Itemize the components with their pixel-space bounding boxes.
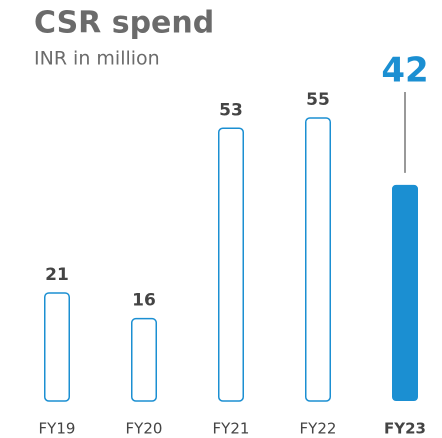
bar — [218, 127, 244, 402]
bar — [44, 292, 70, 402]
x-tick-label: FY21 — [213, 420, 250, 438]
bar — [305, 117, 331, 402]
chart-subtitle: INR in million — [34, 48, 160, 70]
bar — [131, 317, 157, 402]
chart-title: CSR spend — [34, 6, 214, 41]
value-label: 55 — [306, 90, 330, 110]
x-tick-label: FY20 — [126, 420, 163, 438]
x-tick-label: FY19 — [39, 420, 76, 438]
bar — [392, 184, 418, 401]
x-tick-label: FY22 — [300, 420, 337, 438]
value-label: 21 — [45, 265, 69, 285]
x-tick-label: FY23 — [384, 420, 426, 438]
value-label: 53 — [219, 100, 243, 120]
value-label: 42 — [381, 51, 428, 91]
value-label: 16 — [132, 291, 156, 311]
